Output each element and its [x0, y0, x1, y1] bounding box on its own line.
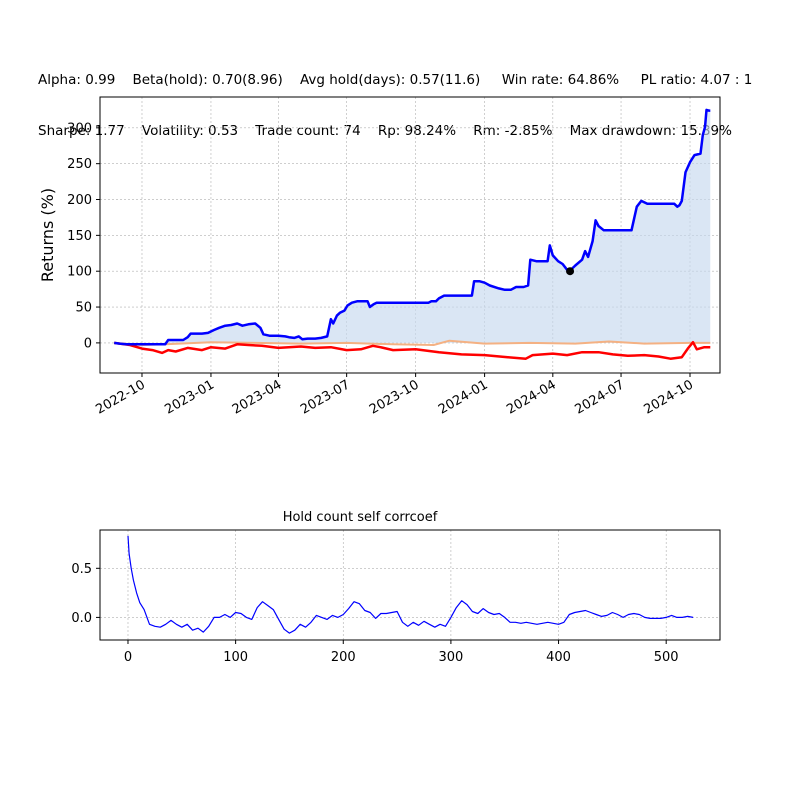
- benchmark-line: [114, 339, 711, 346]
- drawdown-line: [114, 340, 711, 360]
- x-tick-label: 2024-04: [504, 377, 559, 417]
- stat-volatility: Volatility: 0.53: [141, 123, 239, 139]
- acf-x-tick-label: 500: [654, 650, 679, 665]
- stat-pl-ratio: PL ratio: 4.07 : 1: [640, 72, 753, 88]
- y-tick-label: 200: [67, 193, 92, 208]
- stat-sharpe: Sharpe: 1.77: [38, 123, 125, 139]
- x-tick-label: 2024-07: [572, 377, 627, 417]
- stat-max-drawdown: Max drawdown: 15.39%: [569, 123, 732, 139]
- acf-y-tick-label: 0.5: [71, 562, 92, 577]
- y-tick-label: 0: [84, 336, 92, 351]
- acf-title: Hold count self corrcoef: [283, 510, 438, 525]
- acf-x-tick-label: 300: [438, 650, 463, 665]
- stat-avg-hold: Avg hold(days): 0.57(11.6): [299, 72, 481, 88]
- y-tick-label: 250: [67, 157, 92, 172]
- x-tick-label: 2024-10: [641, 377, 696, 417]
- stats-row-1: Alpha: 0.99 Beta(hold): 0.70(8.96) Avg h…: [38, 72, 752, 89]
- y-tick-label: 50: [75, 301, 92, 316]
- acf-x-tick-label: 0: [124, 650, 132, 665]
- x-tick-label: 2023-10: [367, 377, 422, 417]
- x-tick-label: 2023-01: [162, 377, 217, 417]
- acf-x-tick-label: 100: [223, 650, 248, 665]
- acf-line: [127, 535, 694, 634]
- strategy-fill-area: [114, 109, 711, 345]
- acf-axes-frame: [99, 529, 721, 641]
- x-tick-label: 2023-04: [230, 377, 285, 417]
- acf-x-tick-label: 200: [331, 650, 356, 665]
- returns-chart: 0 50 100 150 200 250 300 2022-10 2023-01 2023-04 2…: [38, 96, 721, 418]
- y-axis-label: Returns (%): [38, 188, 57, 282]
- x-tick-label: 2022-10: [93, 377, 148, 417]
- x-tick-label: 2024-01: [436, 377, 491, 417]
- stats-row-2: Sharpe: 1.77 Volatility: 0.53 Trade coun…: [38, 123, 752, 140]
- stat-beta: Beta(hold): 0.70(8.96): [132, 72, 283, 88]
- acf-chart: 0.0 0.5 0 100 200 300 400 500 Hold count self co…: [71, 510, 721, 665]
- drawdown-marker: [566, 267, 575, 276]
- stats-header: Alpha: 0.99 Beta(hold): 0.70(8.96) Avg h…: [38, 38, 752, 157]
- x-tick-label: 2023-07: [298, 377, 353, 417]
- acf-y-tick-label: 0.0: [71, 611, 92, 626]
- y-tick-label: 300: [67, 121, 92, 136]
- stat-rp: Rp: 98.24%: [377, 123, 457, 139]
- strategy-line: [114, 108, 711, 346]
- stat-trade-count: Trade count: 74: [255, 123, 361, 139]
- stat-win-rate: Win rate: 64.86%: [501, 72, 620, 88]
- stat-alpha: Alpha: 0.99: [38, 72, 116, 88]
- stat-rm: Rm: -2.85%: [473, 123, 553, 139]
- acf-x-tick-label: 400: [546, 650, 571, 665]
- y-tick-label: 100: [67, 265, 92, 280]
- y-tick-label: 150: [67, 229, 92, 244]
